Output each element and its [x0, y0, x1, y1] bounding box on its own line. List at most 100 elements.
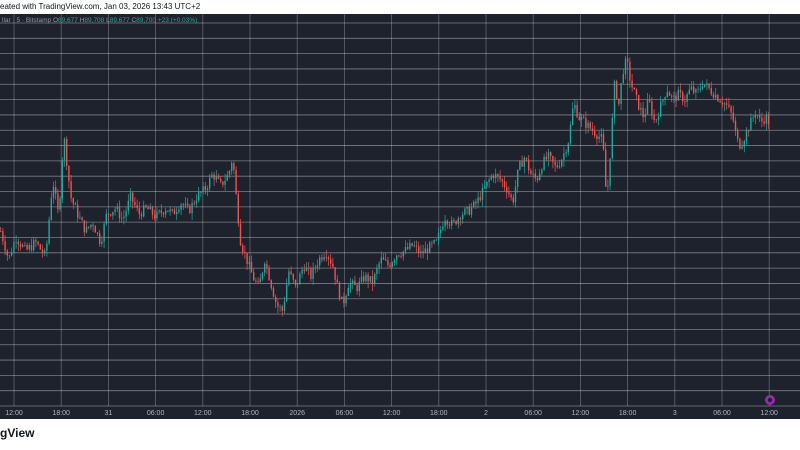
candle [591, 122, 594, 136]
candle [360, 270, 363, 284]
candle [363, 271, 365, 284]
candle [631, 73, 633, 92]
candle [206, 185, 209, 197]
candle [123, 209, 125, 225]
candle [88, 226, 90, 230]
candle [61, 157, 63, 204]
candle [224, 173, 226, 191]
candle [723, 101, 726, 112]
candle [737, 127, 739, 143]
candle [83, 220, 85, 237]
candle [259, 273, 261, 283]
x-tick-label: 2026 [289, 410, 305, 417]
candle [79, 211, 81, 220]
candle [57, 188, 59, 214]
candle [52, 181, 55, 204]
legend-change: +23 (+0.03%) [157, 17, 198, 24]
candle [767, 111, 770, 129]
candle [121, 211, 123, 224]
candle [316, 259, 319, 272]
candle [319, 254, 321, 270]
candle [523, 155, 525, 174]
candle [576, 100, 578, 119]
candle [554, 156, 556, 173]
candle [424, 241, 426, 254]
candle [17, 238, 19, 251]
candle [118, 200, 121, 223]
candle [677, 86, 679, 101]
candle [695, 87, 697, 100]
candle [492, 173, 495, 183]
candle [459, 216, 462, 226]
x-tick-label: 12:00 [194, 410, 212, 417]
ohlc-legend: llar · 5 · Bitstamp O89,677 H89,708 L89,… [2, 17, 197, 24]
candle [728, 97, 730, 109]
candle [697, 86, 699, 94]
candle [231, 161, 233, 175]
candle [662, 98, 664, 106]
replay-marker-icon[interactable] [765, 395, 775, 405]
candle [717, 93, 719, 102]
candle [19, 241, 22, 251]
candle [484, 179, 486, 190]
candle [44, 248, 46, 257]
candle [569, 121, 572, 145]
candle [407, 242, 409, 250]
candle [455, 220, 457, 226]
candle [116, 202, 118, 213]
candle [0, 227, 2, 232]
candle [178, 205, 180, 214]
candle [356, 282, 358, 295]
candle [519, 160, 521, 171]
candle [618, 98, 620, 107]
candle [532, 170, 534, 177]
candle [376, 264, 378, 280]
candle [303, 264, 305, 275]
chart-frame [0, 14, 800, 419]
candle [134, 197, 136, 209]
candle [602, 128, 605, 151]
candle [321, 254, 323, 263]
candle [402, 250, 404, 261]
candle [534, 168, 536, 182]
candle [15, 235, 17, 249]
candle [74, 201, 77, 205]
candle [138, 201, 140, 220]
candle [171, 208, 173, 213]
candle [349, 277, 352, 293]
candle [30, 238, 33, 252]
candle [565, 149, 567, 158]
candle [508, 186, 510, 198]
candle [334, 267, 336, 286]
candle [514, 180, 517, 208]
candle [253, 268, 255, 281]
candle [217, 173, 220, 180]
candle [752, 114, 754, 123]
candle [761, 112, 763, 128]
candle [578, 112, 580, 121]
candle [710, 81, 712, 97]
candle [182, 202, 184, 210]
candle [341, 296, 343, 300]
candle [149, 203, 151, 210]
candle [4, 235, 6, 256]
candle [125, 207, 127, 222]
candle [396, 254, 398, 266]
candle [543, 153, 545, 171]
candle [96, 231, 99, 237]
candle [693, 80, 695, 95]
candle [389, 262, 391, 269]
price-chart[interactable]: 12:00 18:00 31 06:00 12:00 18:00 2026 06:00 12:0… [0, 14, 800, 419]
candle [759, 108, 761, 123]
candle [281, 304, 283, 317]
candle [552, 155, 554, 169]
candle [264, 262, 266, 277]
candle [147, 204, 149, 210]
legend-close-label: C [131, 17, 137, 24]
candle [290, 266, 292, 276]
candle [490, 173, 492, 181]
candle [369, 276, 371, 284]
candle [651, 97, 653, 120]
tradingview-brand: gView [0, 426, 35, 440]
candle [374, 272, 376, 287]
